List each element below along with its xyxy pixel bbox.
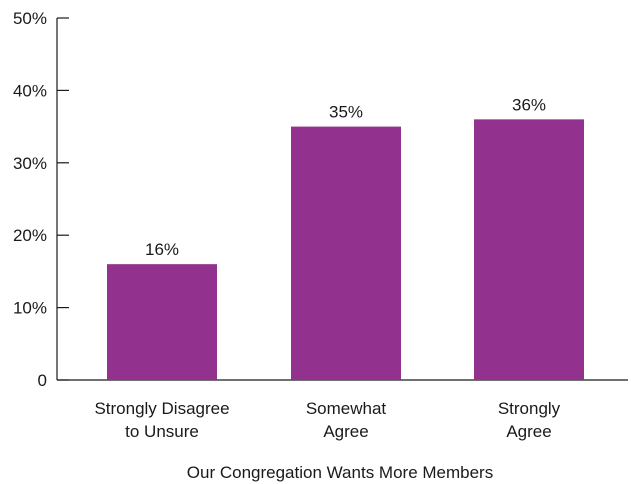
y-tick-label: 10% bbox=[13, 299, 47, 318]
bar-value-label: 35% bbox=[329, 103, 363, 122]
y-ticks: 0 10% 20% 30% 40% 50% bbox=[13, 9, 69, 390]
bar bbox=[474, 119, 584, 381]
x-tick-label: to Unsure bbox=[125, 422, 199, 441]
data-labels: 16% 35% 36% bbox=[145, 95, 546, 259]
x-tick-label: Agree bbox=[506, 422, 551, 441]
x-tick-label: Strongly Disagree bbox=[94, 399, 229, 418]
bar-value-label: 36% bbox=[512, 95, 546, 114]
x-axis-title: Our Congregation Wants More Members bbox=[187, 463, 493, 482]
y-tick-label: 30% bbox=[13, 154, 47, 173]
category-labels: Strongly Disagree to Unsure Somewhat Agree S… bbox=[94, 399, 560, 441]
y-tick-label: 50% bbox=[13, 9, 47, 28]
bar bbox=[291, 126, 401, 380]
bars bbox=[107, 119, 584, 381]
y-tick-label: 40% bbox=[13, 81, 47, 100]
y-tick-label: 20% bbox=[13, 226, 47, 245]
x-tick-label: Somewhat bbox=[306, 399, 387, 418]
bar bbox=[107, 264, 217, 380]
x-tick-label: Agree bbox=[323, 422, 368, 441]
y-tick-label: 0 bbox=[38, 371, 47, 390]
bar-value-label: 16% bbox=[145, 240, 179, 259]
x-tick-label: Strongly bbox=[498, 399, 561, 418]
